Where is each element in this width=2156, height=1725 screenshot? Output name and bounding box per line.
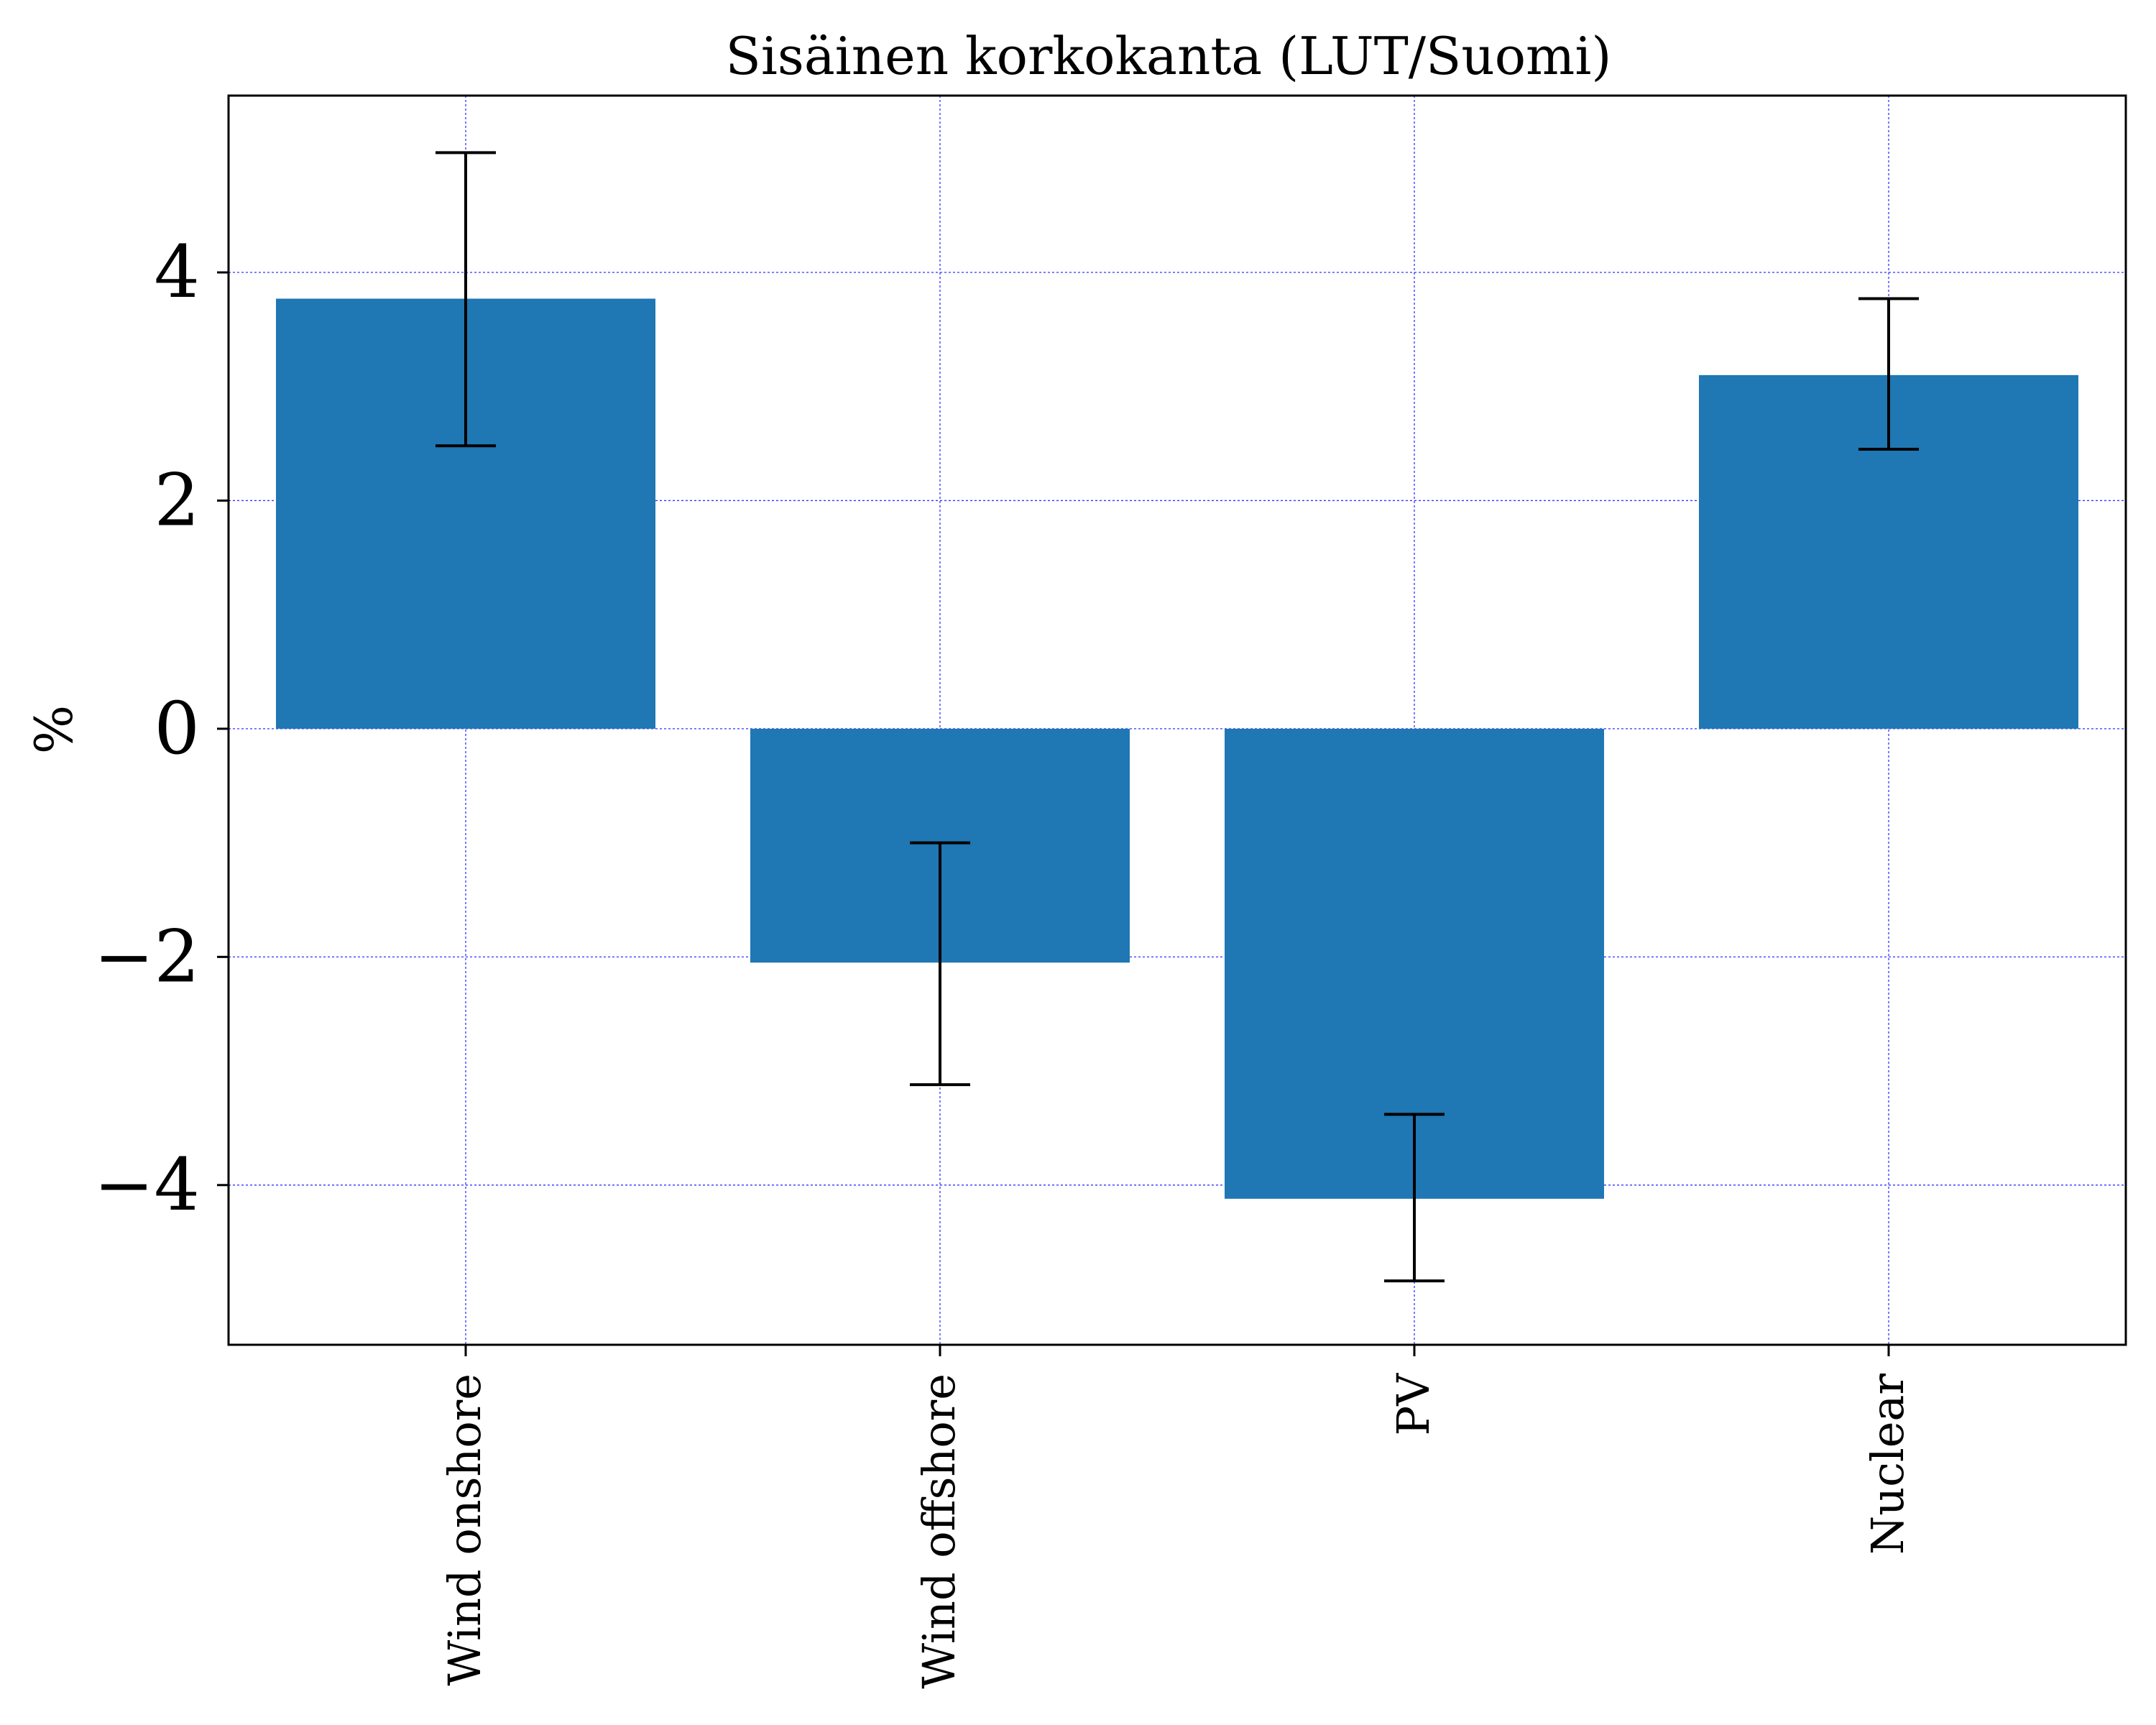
x-tick-label: Nuclear [1861, 1374, 1914, 1555]
y-axis-label: % [24, 705, 84, 754]
y-tick-label: −2 [94, 914, 200, 998]
y-tick-label: 2 [154, 458, 200, 542]
y-tick-label: 0 [154, 686, 200, 770]
error-bars [436, 151, 1919, 1283]
x-axis-ticks: Wind onshore Wind offshore PV Nuclear [438, 1345, 1914, 1689]
y-axis-ticks: −4 −2 0 2 4 [94, 230, 229, 1227]
x-tick-label: Wind offshore [913, 1374, 965, 1689]
x-tick-label: Wind onshore [438, 1374, 491, 1685]
plot-area-frame [227, 94, 2127, 1346]
x-tick-label: PV [1387, 1373, 1439, 1436]
bars [276, 298, 2078, 1199]
chart-title: Sisäinen korkokanta (LUT/Suomi) [726, 26, 1612, 86]
y-tick-label: −4 [94, 1143, 200, 1227]
y-tick-label: 4 [154, 230, 200, 314]
